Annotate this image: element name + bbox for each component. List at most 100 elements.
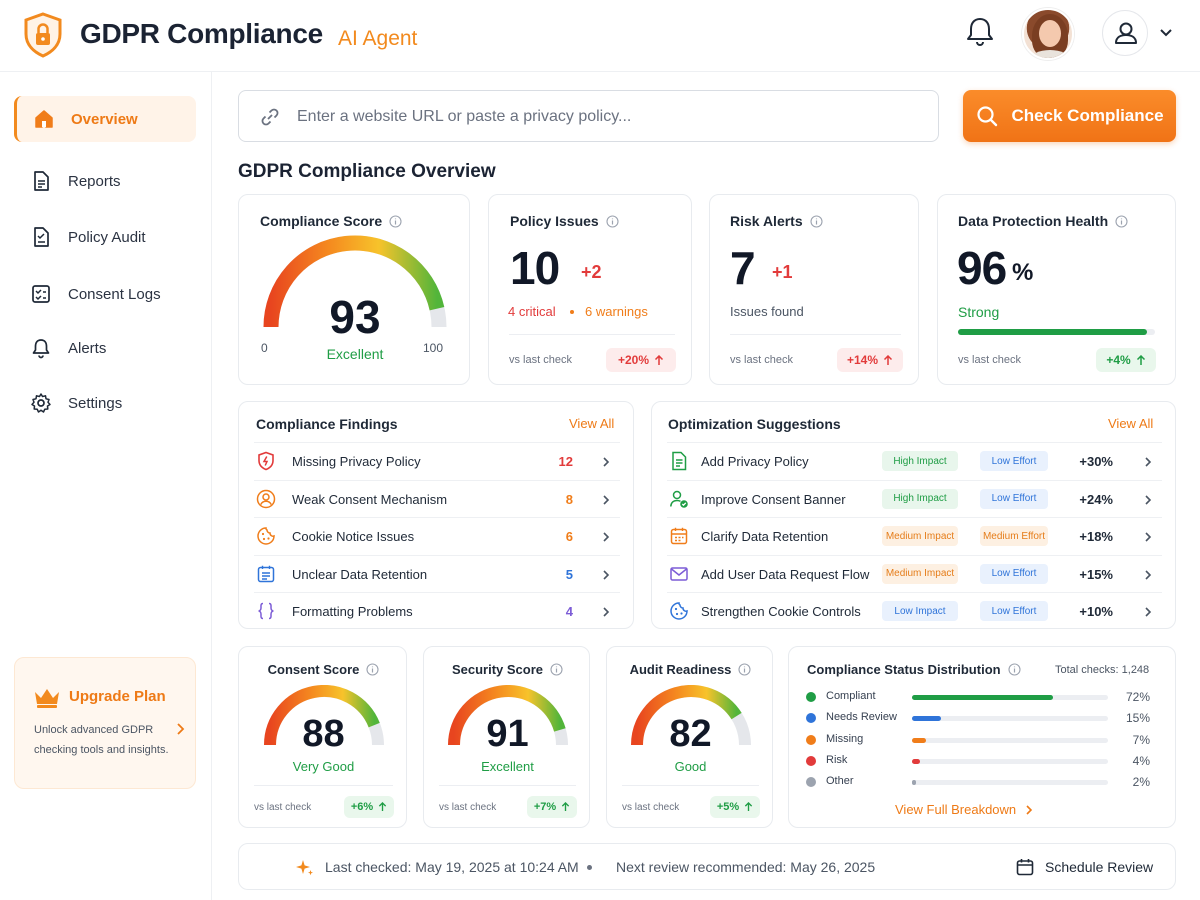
card-title-text: Policy Issues: [510, 213, 599, 229]
vs-last-check: vs last check: [730, 354, 793, 366]
arrow-up-icon: [562, 802, 570, 812]
crown-icon: [35, 689, 59, 708]
sidebar-item-reports[interactable]: Reports: [14, 158, 196, 204]
effort-tag: Low Effort: [980, 563, 1048, 584]
distribution-row: Risk 4%: [806, 751, 1156, 771]
sidebar-item-consent-logs[interactable]: Consent Logs: [14, 271, 196, 317]
impact-tag: Medium Impact: [882, 563, 958, 584]
vs-last-check: vs last check: [509, 354, 572, 366]
upgrade-title: Upgrade Plan: [69, 688, 166, 705]
risk-alerts-delta: +1: [772, 262, 793, 282]
change-badge: +6%: [344, 796, 394, 818]
gauge-min: 0: [261, 341, 268, 355]
change-value: +7%: [533, 801, 557, 813]
sidebar-item-label: Consent Logs: [68, 285, 161, 303]
info-icon[interactable]: [1115, 214, 1128, 228]
findings-view-all-link[interactable]: View All: [569, 416, 615, 431]
suggestion-row[interactable]: Clarify Data Retention Medium Impact Mediu…: [667, 517, 1162, 554]
info-icon[interactable]: [389, 214, 402, 228]
app-title: GDPR Compliance: [80, 18, 323, 49]
user-check-icon: [669, 489, 689, 509]
finding-row[interactable]: Cookie Notice Issues 6: [254, 517, 620, 554]
upgrade-plan-card[interactable]: Upgrade Plan Unlock advanced GDPR checki…: [14, 657, 196, 789]
sidebar-item-settings[interactable]: Settings: [14, 380, 196, 426]
finding-row[interactable]: Formatting Problems 4: [254, 592, 620, 629]
info-icon[interactable]: [606, 214, 619, 228]
link-icon: [261, 108, 279, 126]
section-title: GDPR Compliance Overview: [238, 161, 496, 182]
distribution-track: [912, 716, 1108, 722]
chevron-right-icon: [1026, 804, 1033, 815]
schedule-review-button[interactable]: Schedule Review: [1015, 854, 1153, 880]
finding-row[interactable]: Missing Privacy Policy 12: [254, 442, 620, 479]
mail-icon: [669, 564, 689, 584]
info-icon[interactable]: [550, 663, 563, 676]
sidebar-item-overview[interactable]: Overview: [14, 96, 196, 142]
critical-count: 4 critical: [508, 304, 556, 319]
cookie-icon: [669, 601, 689, 621]
divider: [509, 334, 675, 335]
card-title-text: Security Score: [451, 662, 544, 677]
finding-row[interactable]: Unclear Data Retention 5: [254, 554, 620, 592]
total-checks: Total checks: 1,248: [1055, 664, 1150, 676]
card-title-text: Data Protection Health: [958, 213, 1109, 229]
app-subtitle: AI Agent: [338, 27, 418, 50]
card-title-text: Consent Score: [267, 662, 360, 677]
notification-bell-icon[interactable]: [962, 14, 998, 50]
compliance-score-value: 93: [329, 291, 381, 343]
finding-row[interactable]: Weak Consent Mechanism 8: [254, 479, 620, 517]
divider: [730, 334, 901, 335]
chevron-right-icon: [600, 493, 612, 505]
data-protection-health-card: Data Protection Health 96 % Strong vs la…: [937, 194, 1176, 385]
compliance-score-card: Compliance Score 93 Excellent 0 100: [238, 194, 470, 385]
suggestion-gain: +10%: [1079, 604, 1113, 619]
legend-dot: [806, 692, 816, 702]
account-menu-button[interactable]: [1102, 10, 1148, 56]
sidebar-item-alerts[interactable]: Alerts: [14, 325, 196, 371]
finding-count: 8: [565, 491, 573, 507]
policy-issues-card: Policy Issues 10 +2 4 critical 6 warning…: [488, 194, 692, 385]
url-input[interactable]: [297, 101, 917, 133]
compliance-score-rating: Excellent: [326, 346, 384, 362]
score-value: 82: [669, 713, 712, 755]
change-badge: +5%: [710, 796, 760, 818]
suggestions-view-all-link[interactable]: View All: [1108, 416, 1154, 431]
legend-dot: [806, 755, 816, 766]
chevron-right-icon: [177, 723, 185, 735]
compliance-findings-card: Compliance Findings View All Missing Pri…: [238, 401, 634, 629]
suggestion-row[interactable]: Add User Data Request Flow Medium Impact L…: [667, 554, 1162, 592]
chevron-down-icon[interactable]: [1158, 24, 1174, 40]
score-rating: Good: [674, 759, 707, 774]
info-icon[interactable]: [810, 214, 823, 228]
mini-score-card: Audit Readiness 82 Good vs last check +5%: [606, 646, 773, 828]
info-icon[interactable]: [1008, 663, 1021, 676]
optimization-suggestions-card: Optimization Suggestions View All Add Pr…: [651, 401, 1176, 629]
user-circle-icon: [256, 489, 276, 509]
vs-last-check: vs last check: [958, 354, 1021, 366]
legend-dot: [806, 713, 816, 724]
vs-last-check: vs last check: [254, 802, 312, 813]
health-status: Strong: [958, 304, 1000, 320]
divider: [254, 785, 393, 786]
health-value: 96: [957, 242, 1007, 294]
suggestion-row[interactable]: Improve Consent Banner High Impact Low Eff…: [667, 479, 1162, 517]
change-value: +4%: [1106, 353, 1131, 367]
suggestion-row[interactable]: Add Privacy Policy High Impact Low Effort +…: [667, 442, 1162, 479]
sparkle-icon: [296, 860, 313, 876]
mini-score-card: Security Score 91 Excellent vs last check +7…: [423, 646, 590, 828]
search-icon: [977, 106, 998, 127]
suggestion-row[interactable]: Strengthen Cookie Controls Low Impact Low …: [667, 592, 1162, 629]
card-title: Policy Issues: [510, 213, 619, 229]
user-avatar[interactable]: [1022, 8, 1074, 60]
suggestion-label: Improve Consent Banner: [701, 491, 846, 507]
info-icon[interactable]: [366, 663, 379, 676]
sidebar-item-policy-audit[interactable]: Policy Audit: [14, 214, 196, 260]
impact-tag: Low Impact: [882, 601, 958, 621]
distribution-track: [912, 758, 1108, 764]
braces-icon: [256, 601, 276, 621]
view-full-breakdown-link[interactable]: View Full Breakdown: [895, 802, 1034, 817]
info-icon[interactable]: [738, 663, 751, 676]
check-compliance-button[interactable]: Check Compliance: [963, 90, 1176, 142]
risk-alerts-subtitle: Issues found: [730, 304, 804, 319]
finding-label: Unclear Data Retention: [292, 566, 428, 582]
